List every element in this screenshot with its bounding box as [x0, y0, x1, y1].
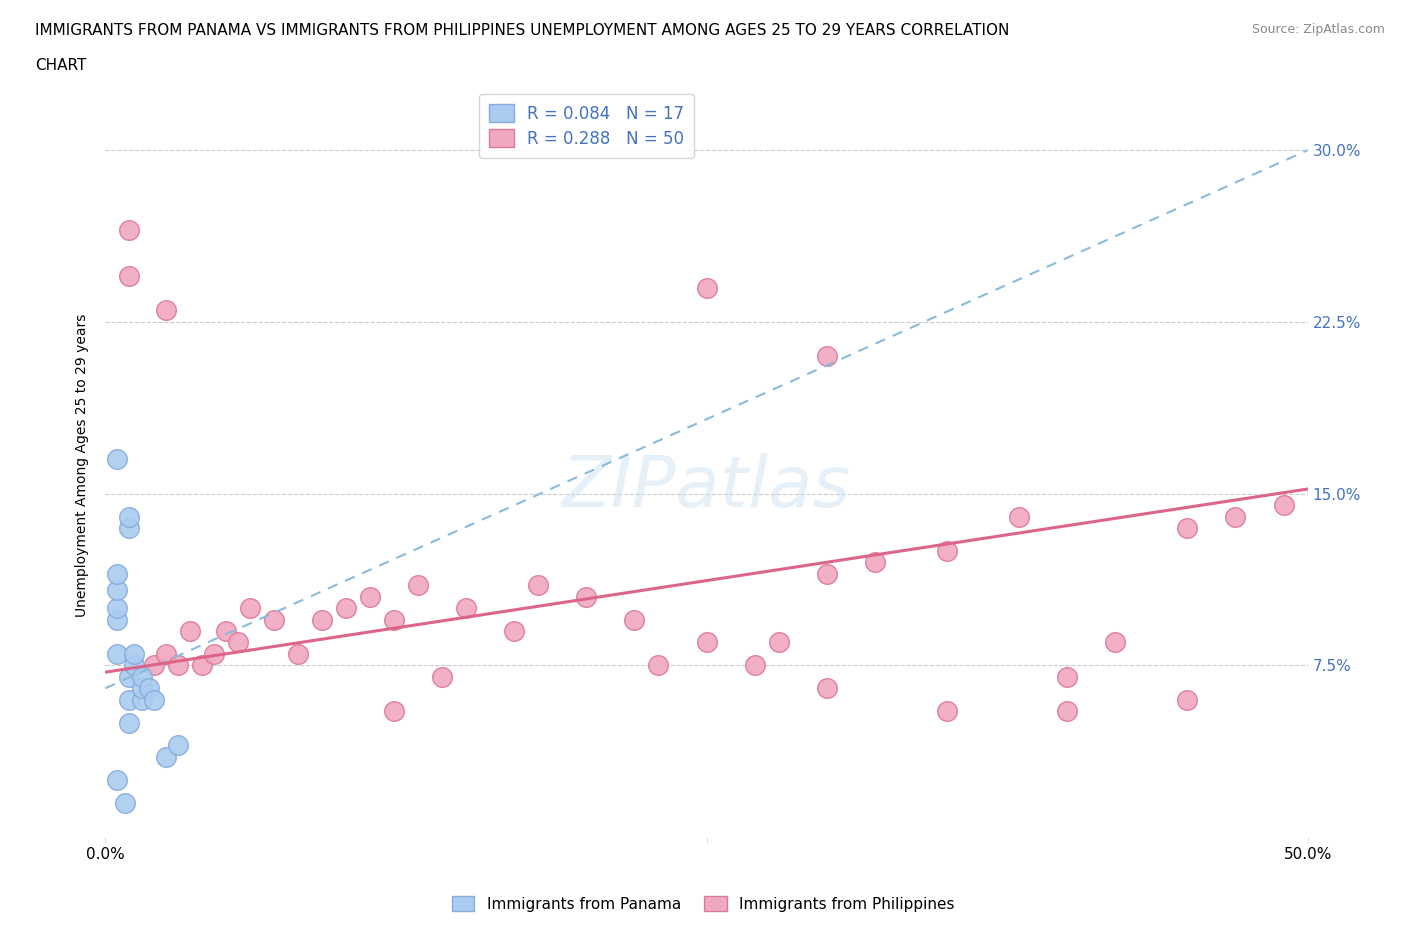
Point: [124, 658, 146, 672]
Point: [1104, 635, 1126, 650]
Point: [107, 582, 129, 597]
Point: [118, 269, 141, 284]
Point: [768, 635, 790, 650]
Point: [138, 681, 160, 696]
Point: [647, 658, 669, 672]
Point: [335, 601, 357, 616]
Point: [936, 543, 959, 558]
Point: [1056, 670, 1078, 684]
Legend: R = 0.084   N = 17, R = 0.288   N = 50: R = 0.084 N = 17, R = 0.288 N = 50: [478, 94, 695, 158]
Point: [406, 578, 429, 592]
Point: [179, 623, 201, 638]
Point: [155, 750, 177, 764]
Point: [107, 452, 129, 467]
Text: Source: ZipAtlas.com: Source: ZipAtlas.com: [1251, 23, 1385, 36]
Point: [1175, 521, 1198, 536]
Point: [124, 646, 146, 661]
Point: [527, 578, 550, 592]
Point: [118, 692, 141, 707]
Point: [311, 612, 333, 627]
Point: [118, 521, 141, 536]
Point: [118, 509, 141, 524]
Point: [1225, 509, 1247, 524]
Point: [107, 566, 129, 581]
Point: [118, 715, 141, 730]
Point: [382, 612, 405, 627]
Text: IMMIGRANTS FROM PANAMA VS IMMIGRANTS FROM PHILIPPINES UNEMPLOYMENT AMONG AGES 25: IMMIGRANTS FROM PANAMA VS IMMIGRANTS FRO…: [35, 23, 1010, 38]
Point: [190, 658, 212, 672]
Legend: Immigrants from Panama, Immigrants from Philippines: Immigrants from Panama, Immigrants from …: [446, 889, 960, 918]
Point: [696, 635, 718, 650]
Point: [214, 623, 236, 638]
Point: [166, 658, 188, 672]
Point: [623, 612, 645, 627]
Point: [114, 795, 136, 810]
Point: [107, 646, 129, 661]
Point: [1056, 704, 1078, 719]
Point: [454, 601, 477, 616]
Point: [936, 704, 959, 719]
Point: [1272, 498, 1295, 512]
Point: [166, 738, 188, 753]
Point: [155, 646, 177, 661]
Point: [107, 601, 129, 616]
Point: [226, 635, 249, 650]
Text: CHART: CHART: [35, 58, 87, 73]
Point: [131, 692, 153, 707]
Point: [239, 601, 262, 616]
Y-axis label: Unemployment Among Ages 25 to 29 years: Unemployment Among Ages 25 to 29 years: [76, 313, 90, 617]
Point: [131, 670, 153, 684]
Point: [118, 223, 141, 238]
Point: [382, 704, 405, 719]
Point: [359, 590, 381, 604]
Point: [142, 658, 165, 672]
Text: ZIPatlas: ZIPatlas: [562, 453, 851, 522]
Point: [815, 681, 838, 696]
Point: [815, 566, 838, 581]
Point: [118, 670, 141, 684]
Point: [287, 646, 309, 661]
Point: [107, 612, 129, 627]
Point: [744, 658, 766, 672]
Point: [202, 646, 225, 661]
Point: [107, 772, 129, 787]
Point: [863, 555, 886, 570]
Point: [1008, 509, 1031, 524]
Point: [131, 681, 153, 696]
Point: [155, 303, 177, 318]
Point: [430, 670, 453, 684]
Point: [575, 590, 598, 604]
Point: [503, 623, 526, 638]
Point: [696, 280, 718, 295]
Point: [1175, 692, 1198, 707]
Point: [263, 612, 285, 627]
Point: [142, 692, 165, 707]
Point: [815, 349, 838, 364]
